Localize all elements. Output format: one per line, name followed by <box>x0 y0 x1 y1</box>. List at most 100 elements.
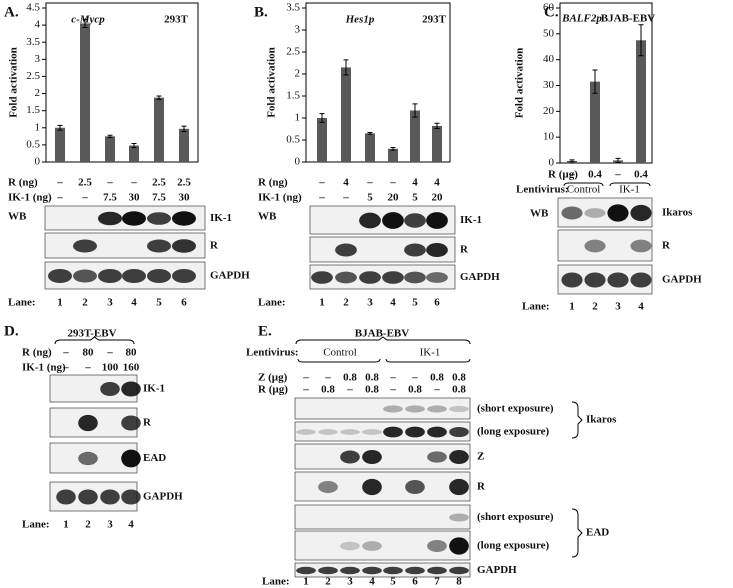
band <box>340 450 360 464</box>
row-value: 30 <box>179 192 191 204</box>
lane-number: 4 <box>369 576 375 588</box>
y-tick-label: 2 <box>295 68 301 80</box>
row-value: – <box>411 372 418 384</box>
panel-label: E. <box>258 323 272 339</box>
bar <box>55 127 65 162</box>
lane-number: 4 <box>128 519 134 531</box>
band <box>362 429 382 435</box>
error-bar <box>107 134 113 138</box>
panel-title: BJAB-EBV <box>355 328 409 340</box>
band <box>404 271 426 284</box>
lane-number: 8 <box>456 576 462 588</box>
band <box>121 449 141 468</box>
y-tick-label: 30 <box>543 79 555 91</box>
y-tick-label: 20 <box>543 105 555 117</box>
band-label: IK-1 <box>143 383 165 395</box>
row-value: 4 <box>343 177 349 189</box>
band <box>362 449 382 465</box>
lane-number: 3 <box>367 297 373 309</box>
error-bar <box>131 143 137 149</box>
band <box>122 211 146 226</box>
row-value: – <box>568 169 575 181</box>
band <box>427 540 447 552</box>
row-value: – <box>342 192 349 204</box>
error-bar <box>181 125 187 133</box>
error-bar <box>156 95 162 100</box>
band-group-label: EAD <box>586 527 609 539</box>
band <box>362 541 382 551</box>
band <box>172 211 196 226</box>
error-bar <box>367 132 373 135</box>
row-value: 2.5 <box>78 177 92 189</box>
blot-strip <box>294 397 471 420</box>
y-tick-label: 1 <box>295 112 301 124</box>
error-bar <box>412 103 418 118</box>
row-value: 0.8 <box>365 384 379 396</box>
row-value: 80 <box>126 347 138 359</box>
bar <box>432 125 442 162</box>
band <box>449 426 469 438</box>
lentivirus-label: Lentivirus: <box>516 184 569 196</box>
band <box>427 405 447 413</box>
band <box>404 213 426 228</box>
band <box>405 405 425 413</box>
lane-number: 1 <box>63 519 69 531</box>
band <box>405 566 425 575</box>
row-label: IK-1 (ng) <box>8 192 52 204</box>
band-label: Ikaros <box>662 207 693 219</box>
row-label: R (ng) <box>8 177 38 189</box>
row-value: – <box>62 347 69 359</box>
row-value: – <box>318 192 325 204</box>
y-axis-label: Fold activation <box>514 48 526 119</box>
row-value: 20 <box>432 192 444 204</box>
band <box>48 268 72 284</box>
row-value: – <box>324 372 331 384</box>
y-tick-label: 0 <box>549 157 555 169</box>
blot-label: WB <box>530 208 549 220</box>
annotation: BALF2p <box>561 13 602 25</box>
row-value: 0.8 <box>430 372 444 384</box>
y-tick-label: 0.5 <box>286 134 300 146</box>
y-tick-label: 10 <box>543 131 555 143</box>
error-bar <box>82 18 88 29</box>
band-label: Z <box>477 451 484 463</box>
band <box>449 537 469 555</box>
y-tick-label: 60 <box>543 2 555 14</box>
lane-label: Lane: <box>262 576 290 588</box>
band-label: R <box>477 481 486 493</box>
row-value: – <box>433 384 440 396</box>
row-label: Z (µg) <box>258 372 288 384</box>
lane-number: 2 <box>592 301 598 313</box>
y-tick-label: 1.5 <box>26 104 40 116</box>
row-value: 5 <box>367 192 373 204</box>
row-value: – <box>106 177 113 189</box>
error-bar <box>434 122 440 130</box>
band <box>296 566 316 575</box>
lane-label: Lane: <box>522 301 550 313</box>
bar <box>154 97 164 162</box>
y-tick-label: 3.5 <box>286 2 300 14</box>
row-label: IK-1 (ng) <box>258 192 302 204</box>
band <box>584 239 606 253</box>
band <box>172 268 196 284</box>
lane-number: 7 <box>434 576 440 588</box>
band-label: R <box>210 240 219 252</box>
band <box>73 269 97 283</box>
bracket <box>297 358 381 363</box>
blot-strip <box>294 504 471 530</box>
band-label: GAPDH <box>662 274 702 286</box>
lane-number: 1 <box>319 297 325 309</box>
band <box>382 271 404 284</box>
panel-label: C. <box>544 4 559 20</box>
band <box>359 271 381 284</box>
plot-frame <box>45 2 199 163</box>
row-value: 2.5 <box>152 177 166 189</box>
error-bar <box>390 146 396 151</box>
error-bar <box>343 59 349 76</box>
band-group-label: Ikaros <box>586 414 617 426</box>
band <box>340 566 360 575</box>
band <box>449 566 469 575</box>
error-bar <box>569 159 575 163</box>
band <box>405 479 425 495</box>
